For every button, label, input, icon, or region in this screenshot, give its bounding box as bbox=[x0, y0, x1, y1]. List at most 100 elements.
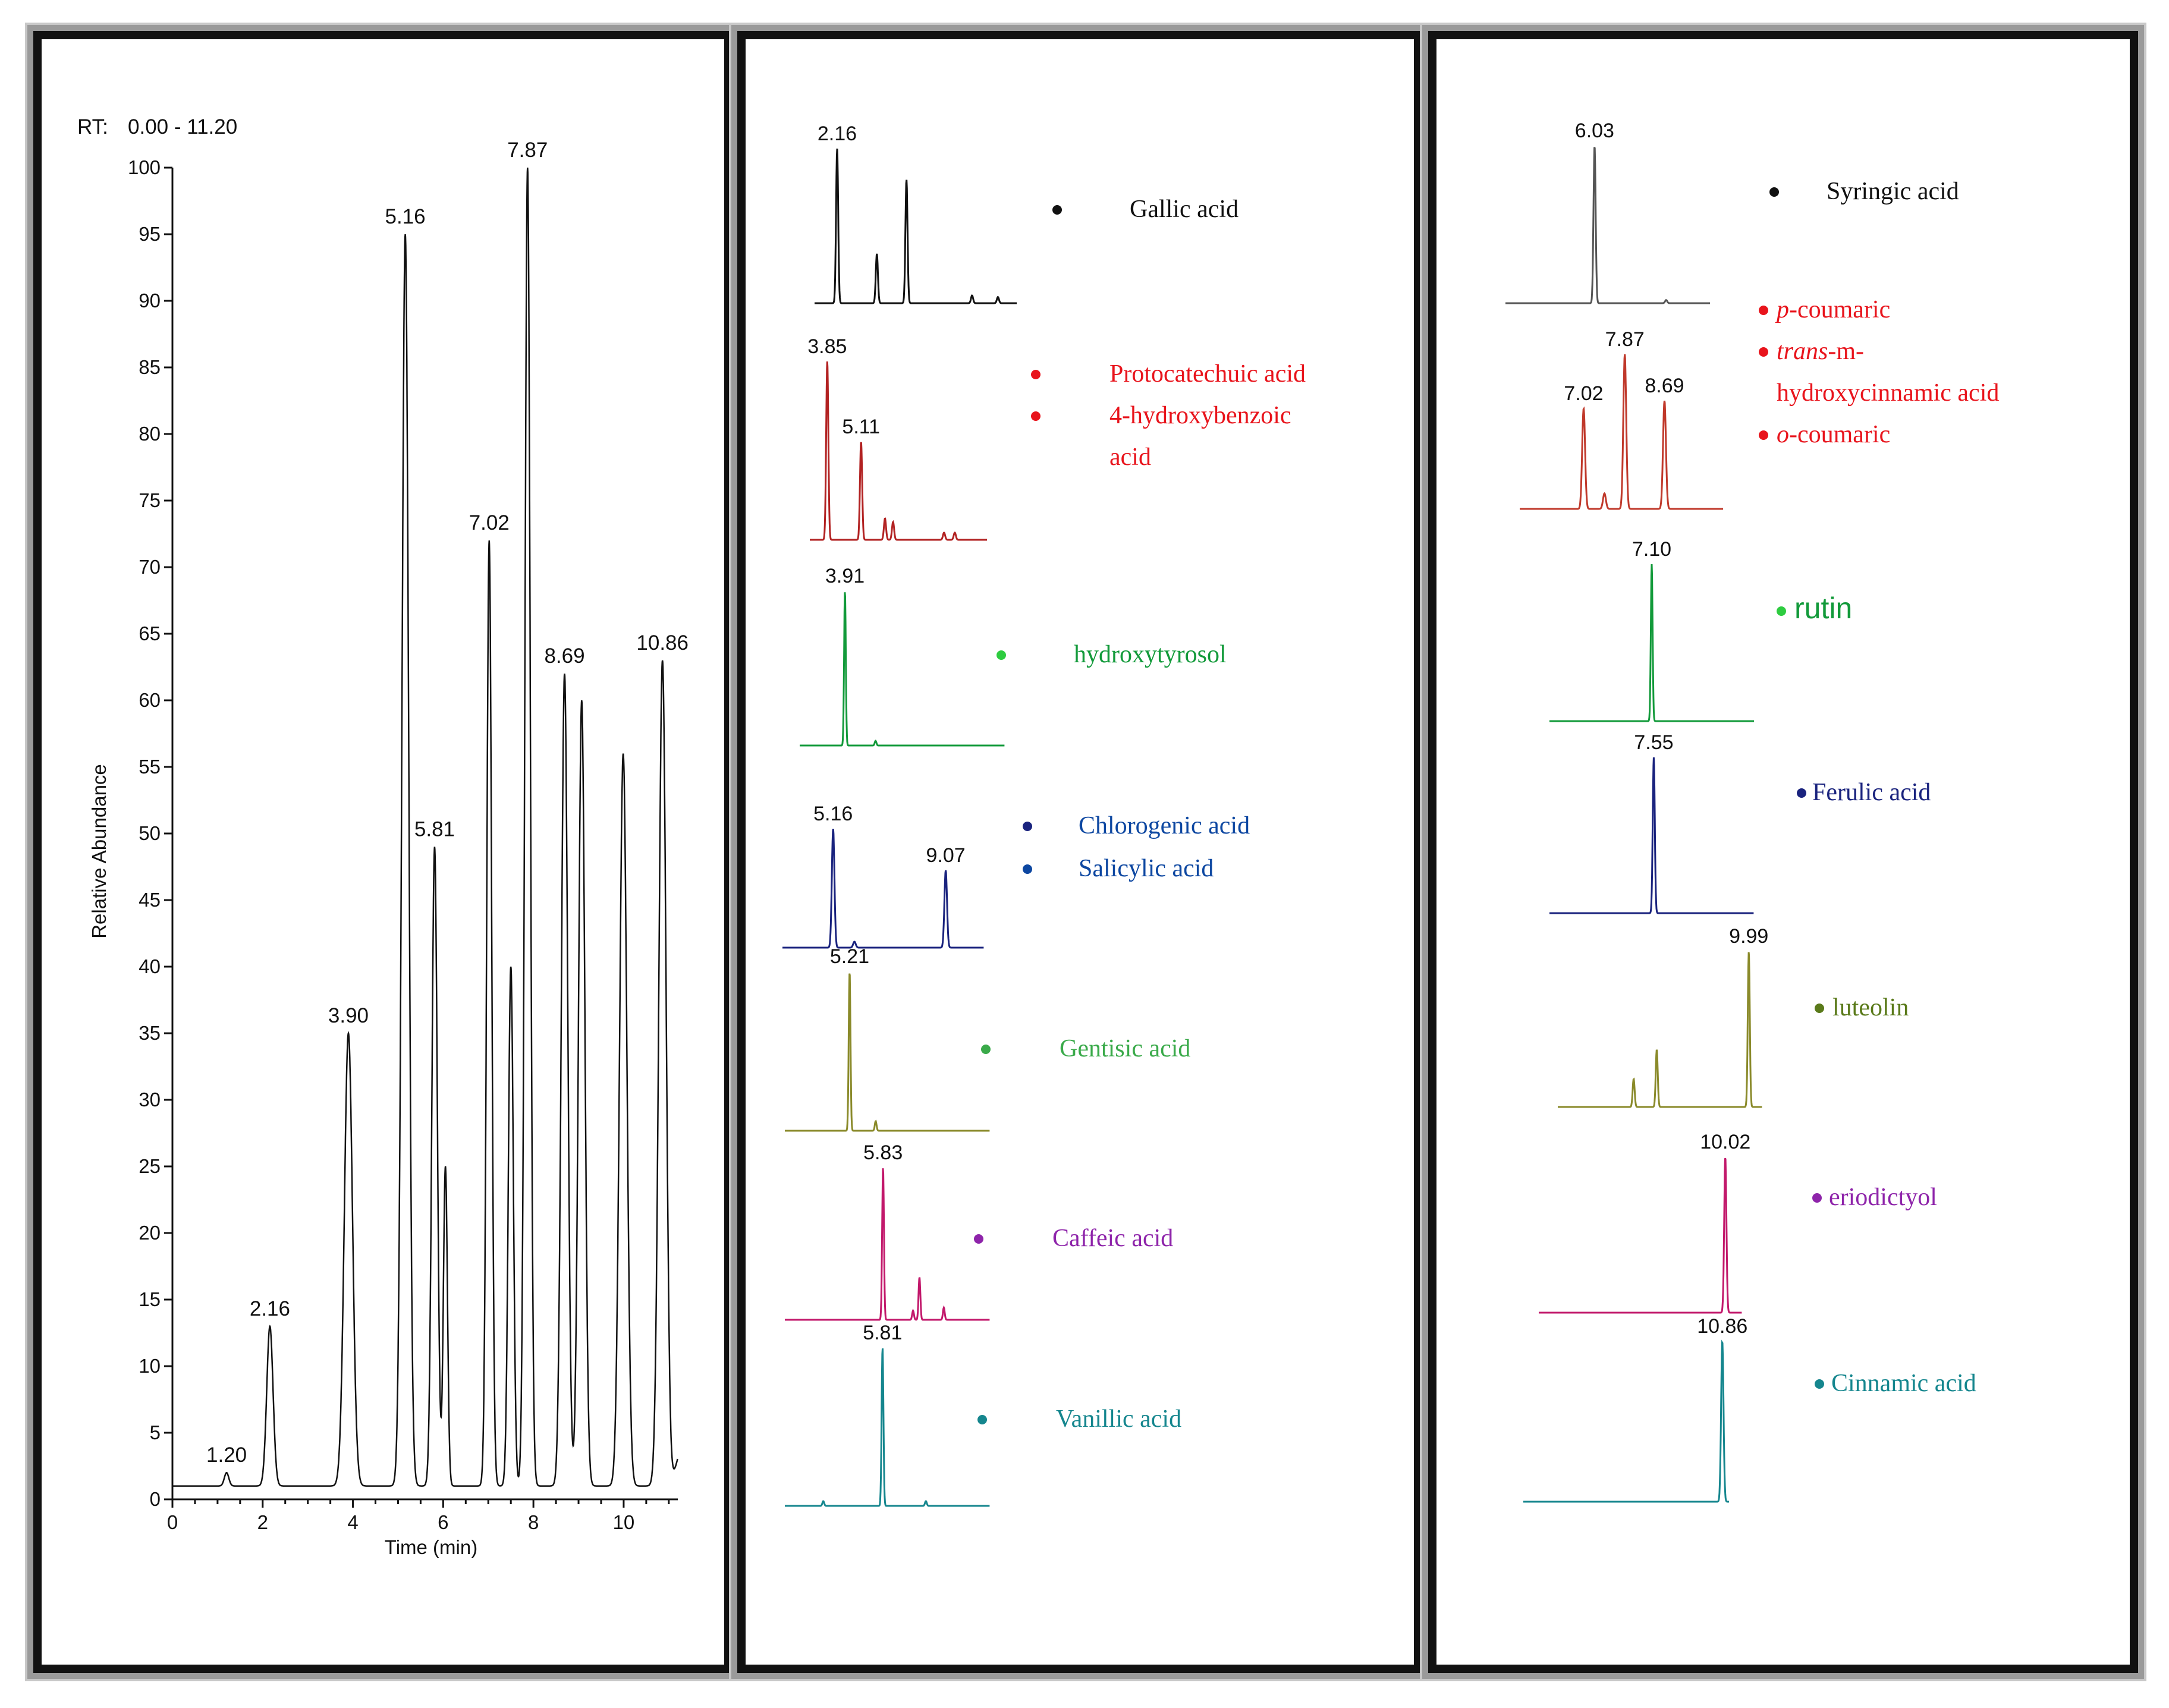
mini-chromatogram: 7.55 bbox=[1549, 731, 1754, 914]
y-tick-label: 80 bbox=[139, 423, 161, 445]
y-tick-label: 30 bbox=[139, 1089, 161, 1111]
trace-peak-label: 9.07 bbox=[926, 844, 965, 867]
trace-line bbox=[782, 828, 984, 949]
y-tick-label: 35 bbox=[139, 1022, 161, 1044]
legend-dot bbox=[977, 1415, 987, 1424]
mini-chromatogram: 5.83 bbox=[785, 1141, 990, 1321]
trace-peak-label: 7.55 bbox=[1634, 731, 1673, 754]
legend-label: Salicylic acid bbox=[1079, 855, 1214, 882]
peak-label: 7.02 bbox=[469, 511, 510, 534]
legend-text-part: Salicylic acid bbox=[1079, 855, 1214, 882]
legend-label: p-coumaric bbox=[1775, 296, 1890, 323]
legend-label: Vanillic acid bbox=[1056, 1405, 1181, 1433]
trace-line bbox=[1549, 757, 1754, 914]
legend-dot bbox=[1815, 1004, 1824, 1013]
peak-label: 3.90 bbox=[328, 1004, 369, 1027]
legend-dot bbox=[1031, 411, 1041, 421]
mini-chromatogram: 7.10 bbox=[1549, 538, 1754, 722]
legend-dot bbox=[1023, 822, 1032, 831]
legend-dot bbox=[981, 1045, 991, 1054]
legend-dot bbox=[1759, 430, 1768, 440]
x-tick-label: 10 bbox=[613, 1511, 635, 1533]
legend-dot bbox=[1759, 306, 1768, 315]
legend-label: Syringic acid bbox=[1827, 178, 1959, 205]
y-tick-label: 55 bbox=[139, 756, 161, 778]
legend-text-part: Gallic acid bbox=[1130, 196, 1238, 223]
trace-peak-label: 10.02 bbox=[1700, 1131, 1750, 1153]
trace-line bbox=[1558, 952, 1762, 1108]
trace-line bbox=[1523, 1339, 1729, 1503]
peak-label: 8.69 bbox=[544, 644, 584, 668]
y-tick-label: 70 bbox=[139, 556, 161, 578]
x-tick-label: 0 bbox=[167, 1511, 178, 1533]
rt-range: 0.00 - 11.20 bbox=[128, 115, 237, 139]
y-tick-label: 75 bbox=[139, 489, 161, 511]
y-tick-label: 40 bbox=[139, 955, 161, 977]
legend-dot bbox=[1812, 1193, 1822, 1203]
trace-line bbox=[1520, 354, 1723, 510]
legend-text-part: eriodictyol bbox=[1829, 1184, 1937, 1211]
legend-label: Protocatechuic acid bbox=[1109, 360, 1306, 388]
trace-peak-label: 5.11 bbox=[842, 416, 880, 438]
legend-text-part: Protocatechuic acid bbox=[1109, 360, 1306, 388]
trace-line bbox=[810, 361, 987, 541]
y-tick-label: 90 bbox=[139, 290, 161, 312]
trace-peak-label: 5.83 bbox=[863, 1141, 903, 1164]
mini-chromatogram: 5.21 bbox=[785, 945, 990, 1132]
legend-italic-part: p bbox=[1775, 296, 1789, 323]
trace-peak-label: 5.81 bbox=[863, 1322, 902, 1344]
legend-text-part: Chlorogenic acid bbox=[1079, 812, 1250, 839]
legend-label: o-coumaric bbox=[1777, 421, 1890, 448]
panel-individual-chromatograms-1 bbox=[737, 31, 1422, 1673]
legend-text-part: Ferulic acid bbox=[1812, 779, 1931, 806]
legend-label: Chlorogenic acid bbox=[1079, 812, 1250, 839]
trace-peak-label: 7.10 bbox=[1632, 538, 1671, 561]
legend-italic-part: o bbox=[1777, 421, 1789, 448]
legend-label: rutin bbox=[1794, 592, 1852, 625]
legend-label: trans-m- bbox=[1777, 338, 1864, 365]
legend-italic-part: trans bbox=[1777, 338, 1828, 365]
trace-line bbox=[785, 1348, 990, 1507]
trace-peak-label: 6.03 bbox=[1575, 119, 1614, 142]
right-chromatogram-stack: 6.03 7.02 7.87 8.69 7.10 7.55 9.99 10.02 10.86 Sy… bbox=[1505, 119, 1999, 1503]
y-tick-label: 15 bbox=[139, 1288, 161, 1310]
trace-line bbox=[785, 1168, 990, 1321]
legend-text-part: -coumaric bbox=[1789, 421, 1890, 448]
y-tick-label: 95 bbox=[139, 223, 161, 245]
legend-label: hydroxytyrosol bbox=[1074, 641, 1227, 668]
y-tick-label: 65 bbox=[139, 622, 161, 644]
y-tick-label: 100 bbox=[128, 156, 161, 178]
mini-chromatogram: 10.02 bbox=[1539, 1131, 1750, 1314]
full-chromatogram-chart: RT: 0.00 - 11.200510152025303540455055606… bbox=[77, 115, 689, 1558]
y-tick-label: 85 bbox=[139, 356, 161, 378]
mini-chromatogram: 6.03 bbox=[1505, 119, 1710, 304]
legend-text-part: Syringic acid bbox=[1827, 178, 1959, 205]
legend-label: Caffeic acid bbox=[1052, 1225, 1173, 1252]
peak-label: 7.87 bbox=[507, 139, 548, 162]
legend-text-part: rutin bbox=[1794, 592, 1852, 625]
legend-label: Gallic acid bbox=[1130, 196, 1238, 223]
peak-label: 1.20 bbox=[206, 1443, 247, 1467]
trace-peak-label: 3.91 bbox=[825, 565, 865, 587]
legend-text-part: Caffeic acid bbox=[1052, 1225, 1173, 1252]
legend-text-part: Gentisic acid bbox=[1060, 1035, 1190, 1062]
legend-dot bbox=[1031, 370, 1041, 379]
legend-text-part: -coumaric bbox=[1789, 296, 1890, 323]
trace-line bbox=[1539, 1157, 1742, 1314]
x-tick-label: 2 bbox=[257, 1511, 268, 1533]
panel-full-chromatogram bbox=[33, 31, 733, 1673]
legend-label: 4-hydroxybenzoic bbox=[1109, 402, 1291, 429]
y-tick-label: 45 bbox=[139, 889, 161, 911]
legend-label-line2: acid bbox=[1109, 443, 1151, 471]
peak-label: 10.86 bbox=[636, 631, 689, 655]
legend-label: hydroxycinnamic acid bbox=[1777, 379, 1999, 407]
trace-line bbox=[1549, 564, 1754, 722]
legend-dot bbox=[1797, 788, 1806, 798]
trace-line bbox=[800, 592, 1005, 747]
trace-peak-label: 2.16 bbox=[818, 122, 857, 145]
trace-peak-label: 5.21 bbox=[830, 945, 869, 968]
legend-text-part: Vanillic acid bbox=[1056, 1405, 1181, 1433]
middle-chromatogram-stack: 2.16 3.85 5.11 3.91 5.16 9.07 5.21 5.83 5.81 Gall… bbox=[782, 122, 1306, 1507]
legend-text-part: Cinnamic acid bbox=[1831, 1370, 1976, 1397]
legend-dot bbox=[1759, 347, 1768, 357]
